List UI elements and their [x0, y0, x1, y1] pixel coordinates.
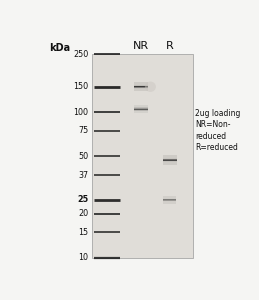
Text: 2ug loading
NR=Non-
reduced
R=reduced: 2ug loading NR=Non- reduced R=reduced — [195, 109, 240, 152]
Bar — [163, 155, 177, 165]
Text: 15: 15 — [78, 228, 88, 237]
Ellipse shape — [145, 82, 156, 92]
Text: R: R — [166, 41, 174, 51]
Bar — [163, 196, 176, 204]
Text: 20: 20 — [78, 209, 88, 218]
Text: 25: 25 — [77, 195, 88, 204]
Bar — [134, 82, 148, 92]
Text: 100: 100 — [73, 108, 88, 117]
Text: 37: 37 — [78, 171, 88, 180]
Text: 10: 10 — [78, 253, 88, 262]
Text: NR: NR — [133, 41, 149, 51]
Bar — [92, 55, 193, 258]
Text: 50: 50 — [78, 152, 88, 160]
Text: 250: 250 — [73, 50, 88, 59]
Text: 150: 150 — [73, 82, 88, 91]
Text: 75: 75 — [78, 126, 88, 135]
Bar — [134, 107, 148, 111]
Text: kDa: kDa — [49, 43, 70, 53]
Bar — [134, 105, 148, 113]
